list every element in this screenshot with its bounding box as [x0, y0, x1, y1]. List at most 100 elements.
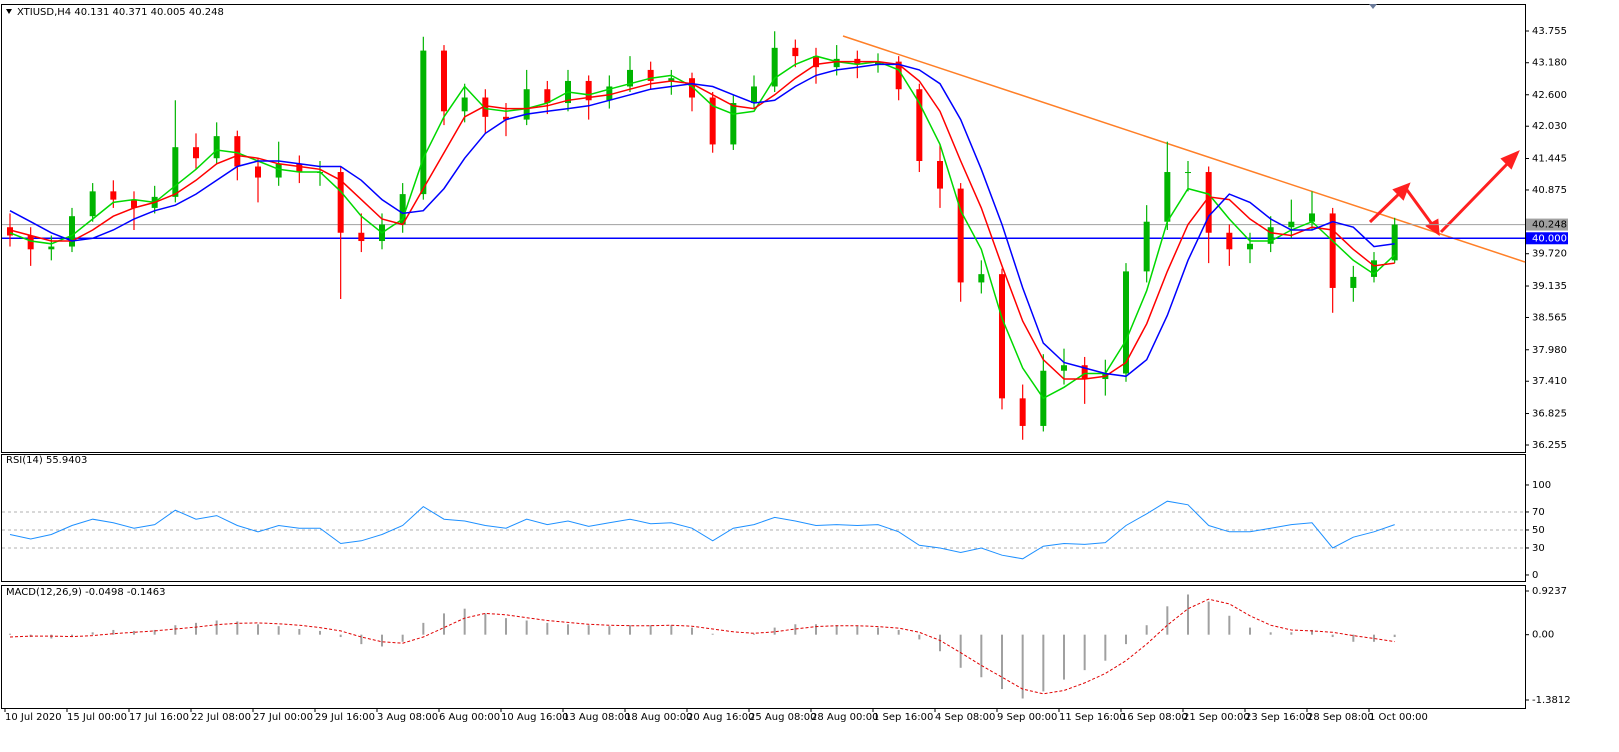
x-tick-label: 11 Sep 16:00 [1059, 712, 1126, 723]
y-tick-label: 40.875 [1532, 185, 1567, 196]
y-tick-label: -1.3812 [1532, 695, 1571, 706]
candle-body [751, 86, 757, 104]
price-panel-frame [1, 4, 1526, 453]
price-tag [1526, 218, 1568, 231]
arrow-up [1439, 158, 1513, 234]
candle-body [937, 160, 943, 189]
candle-body [1267, 227, 1274, 244]
arrow-head [1392, 182, 1411, 201]
chart-title: XTIUSD,H4 40.131 40.371 40.005 40.248 [17, 7, 224, 18]
arrow-up [1368, 189, 1404, 224]
y-tick-label: 39.135 [1532, 281, 1567, 292]
shift-marker[interactable] [1369, 4, 1377, 9]
candle-body [27, 235, 34, 250]
candle-body [110, 191, 117, 200]
x-tick-label: 4 Sep 08:00 [935, 712, 995, 723]
candle-body [275, 163, 282, 178]
candle-body [627, 69, 633, 87]
candle-body [1019, 398, 1026, 426]
candle-body [420, 50, 427, 195]
candle-body [48, 246, 55, 250]
candle-body [1371, 260, 1377, 277]
x-tick-label: 23 Sep 16:00 [1245, 712, 1312, 723]
y-tick-label: 43.755 [1532, 26, 1567, 37]
y-tick-label: 42.600 [1532, 90, 1567, 101]
candle-body [399, 194, 406, 225]
price-tag-label: 40.248 [1532, 220, 1567, 231]
x-tick-label: 10 Aug 16:00 [501, 712, 568, 723]
candle-body [172, 147, 179, 197]
y-tick-label: 36.255 [1532, 440, 1567, 451]
x-tick-label: 27 Jul 00:00 [253, 712, 313, 723]
candle-body [606, 86, 613, 101]
arrow-down [1405, 189, 1436, 228]
rsi-panel-frame [1, 454, 1526, 582]
y-tick-label: 42.030 [1532, 121, 1567, 132]
y-tick-label: 50 [1532, 525, 1545, 536]
candle-body [523, 89, 530, 120]
x-tick-label: 15 Jul 00:00 [67, 712, 127, 723]
candle-body [1081, 365, 1088, 380]
arrow-head [1425, 218, 1440, 237]
x-tick-label: 10 Jul 2020 [5, 712, 62, 723]
candle-body [813, 56, 819, 68]
candle-body [193, 147, 199, 159]
candle-body [833, 58, 840, 68]
candle-body [7, 227, 13, 236]
y-tick-label: 0 [1532, 570, 1538, 581]
candle-body [441, 50, 447, 112]
candle-body [358, 232, 365, 242]
candle-body [978, 274, 985, 283]
candle-body [461, 97, 468, 112]
candle-body [131, 199, 137, 208]
candle-body [234, 136, 241, 167]
candle-body [482, 97, 489, 117]
candle-body [1205, 172, 1212, 233]
forecast-arrows [1368, 150, 1520, 237]
x-tick-label: 16 Sep 08:00 [1121, 712, 1188, 723]
x-tick-label: 17 Jul 16:00 [129, 712, 189, 723]
candle-body [89, 191, 96, 217]
moving-average [9, 55, 1396, 400]
price-tag [1526, 232, 1568, 245]
y-tick-label: 39.720 [1532, 249, 1567, 260]
candle-body [999, 274, 1005, 399]
candle-body [1226, 232, 1233, 250]
candle-body [771, 47, 778, 87]
y-tick-label: 30 [1532, 543, 1545, 554]
candle-body [709, 97, 716, 145]
rsi-line [9, 500, 1395, 560]
price-tag-label: 40.000 [1532, 233, 1567, 244]
candle-body [1329, 213, 1336, 288]
macd-title: MACD(12,26,9) -0.0498 -0.1463 [6, 587, 166, 598]
y-tick-label: 0.9237 [1532, 586, 1567, 597]
candle-body [585, 80, 592, 101]
candle-body [296, 163, 303, 173]
candle-body [69, 216, 75, 247]
x-tick-label: 1 Sep 16:00 [873, 712, 933, 723]
rsi-title: RSI(14) 55.9403 [6, 455, 87, 466]
candle-body [1143, 221, 1150, 272]
x-tick-label: 13 Aug 08:00 [563, 712, 630, 723]
candle-body [875, 61, 881, 65]
candle-body [647, 69, 654, 81]
x-tick-label: 28 Aug 00:00 [811, 712, 878, 723]
x-tick-label: 21 Sep 00:00 [1183, 712, 1250, 723]
x-tick-label: 28 Sep 08:00 [1307, 712, 1374, 723]
y-tick-label: 37.980 [1532, 345, 1567, 356]
y-tick-label: 43.180 [1532, 58, 1567, 69]
x-tick-label: 22 Jul 08:00 [191, 712, 251, 723]
candle-body [1350, 276, 1357, 288]
candle-body [213, 136, 220, 159]
candle-body [1164, 172, 1171, 222]
candle-body [255, 166, 261, 178]
candle-body [1185, 172, 1191, 174]
candle-body [916, 89, 923, 161]
candle-body [1309, 213, 1315, 222]
candle-body [337, 172, 344, 233]
menu-triangle[interactable] [6, 9, 12, 14]
candle-body [1123, 271, 1129, 374]
